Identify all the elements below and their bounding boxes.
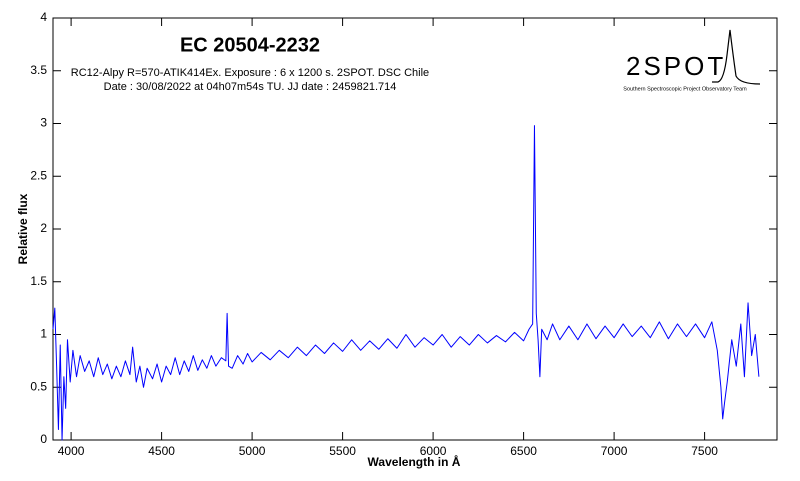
x-tick-label: 4500	[148, 444, 175, 458]
y-tick-label: 2	[40, 221, 47, 235]
x-tick-label: 6500	[510, 444, 537, 458]
y-tick-label: 1	[40, 327, 47, 341]
logo-caption: Southern Spectroscopic Project Observato…	[623, 86, 747, 92]
y-tick-label: 4	[40, 10, 47, 24]
x-tick-label: 6000	[420, 444, 447, 458]
x-tick-label: 5500	[329, 444, 356, 458]
y-tick-label: 3	[40, 116, 47, 130]
x-tick-label: 7000	[601, 444, 628, 458]
spectrum-line	[52, 125, 760, 441]
y-axis-label: Relative flux	[16, 193, 30, 264]
logo: 2SPOT Southern Spectroscopic Project Obs…	[623, 29, 761, 92]
y-tick-label: 1.5	[30, 274, 47, 288]
chart-title: EC 20504-2232	[180, 34, 320, 56]
x-tick-label: 7500	[691, 444, 718, 458]
y-tick-label: 2.5	[30, 168, 47, 182]
x-tick-label: 5000	[239, 444, 266, 458]
x-tick-label: 4000	[58, 444, 85, 458]
y-tick-label: 3.5	[30, 63, 47, 77]
logo-text: 2SPOT	[626, 51, 726, 81]
logo-curve	[712, 29, 761, 85]
chart-subtitle: Date : 30/08/2022 at 04h07m54s TU. JJ da…	[104, 81, 397, 93]
y-tick-label: 0.5	[30, 379, 47, 393]
chart-subtitle: RC12-Alpy R=570-ATIK414Ex. Exposure : 6 …	[71, 67, 429, 79]
x-axis-label: Wavelength in Å	[368, 454, 461, 469]
y-tick-label: 0	[40, 432, 47, 446]
